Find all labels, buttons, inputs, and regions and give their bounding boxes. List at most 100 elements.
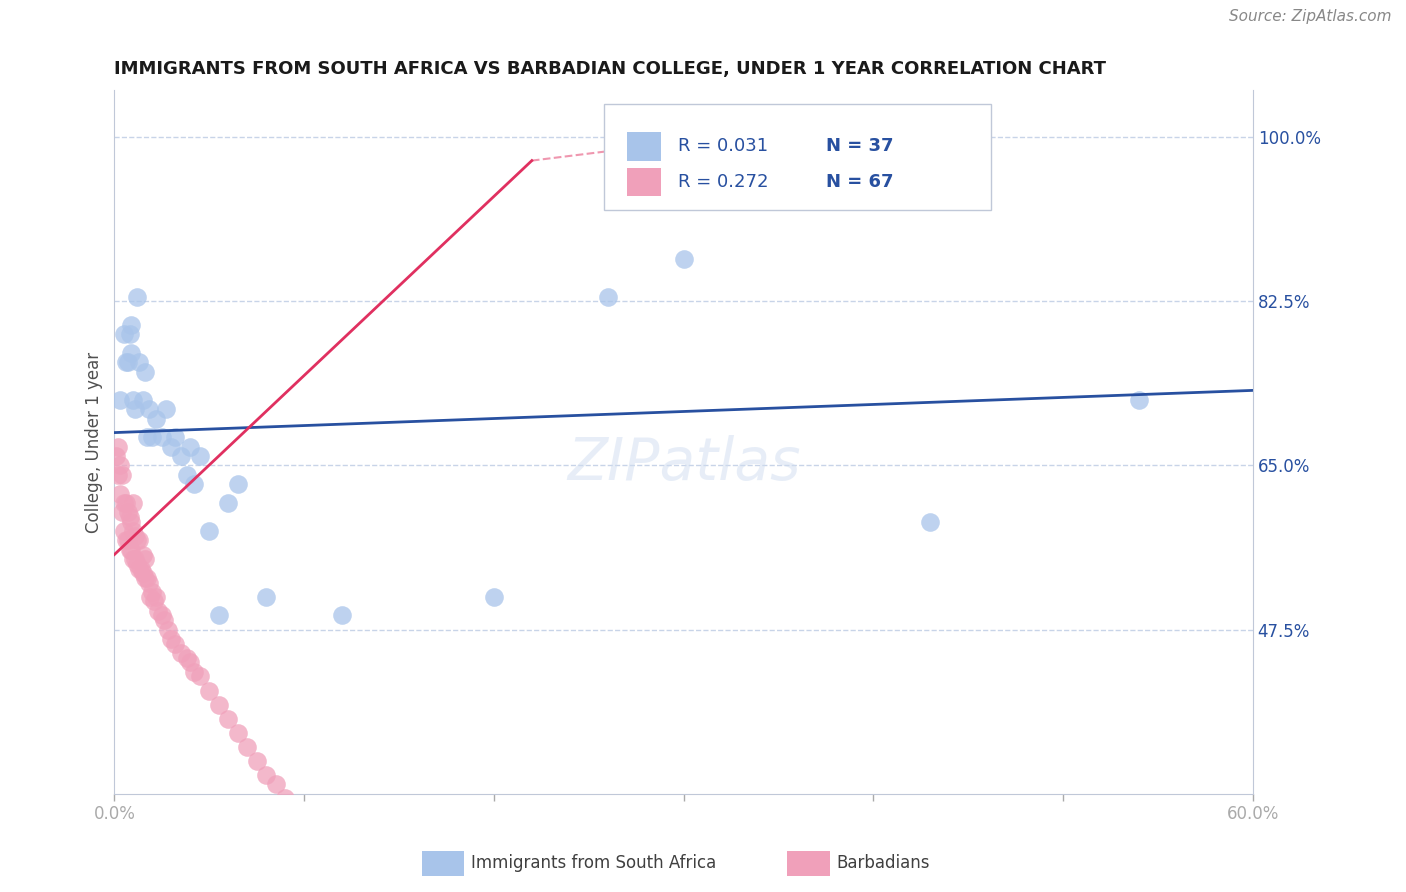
Point — [141, 430, 163, 444]
Point — [141, 585, 163, 599]
Point — [108, 458, 131, 473]
Point — [114, 355, 136, 369]
Point — [128, 355, 150, 369]
Point — [135, 430, 157, 444]
Point — [112, 496, 135, 510]
Point — [135, 571, 157, 585]
Point — [129, 561, 152, 575]
Point — [108, 486, 131, 500]
Text: R = 0.031: R = 0.031 — [678, 136, 768, 155]
Point — [188, 669, 211, 683]
Point — [150, 430, 173, 444]
Point — [156, 623, 179, 637]
Point — [132, 392, 155, 407]
Point — [132, 566, 155, 581]
Point — [217, 712, 239, 726]
Point — [114, 533, 136, 548]
Point — [112, 524, 135, 538]
Point — [482, 590, 505, 604]
Point — [105, 449, 128, 463]
Point — [198, 683, 221, 698]
Point — [138, 575, 160, 590]
Point — [165, 637, 187, 651]
Point — [274, 791, 297, 805]
Point — [111, 505, 134, 519]
Point — [145, 411, 167, 425]
Point — [145, 590, 167, 604]
Point — [121, 515, 143, 529]
Point — [108, 392, 131, 407]
Point — [183, 665, 205, 679]
Point — [426, 885, 449, 892]
Point — [139, 590, 162, 604]
Point — [165, 430, 187, 444]
Point — [208, 698, 231, 712]
Point — [176, 467, 198, 482]
Point — [254, 590, 277, 604]
Point — [146, 604, 169, 618]
Point — [170, 646, 193, 660]
Point — [284, 805, 307, 820]
Point — [122, 392, 145, 407]
FancyBboxPatch shape — [605, 104, 991, 210]
Point — [107, 440, 129, 454]
Point — [596, 290, 619, 304]
Point — [114, 496, 136, 510]
Point — [117, 355, 139, 369]
Point — [124, 529, 146, 543]
Point — [118, 542, 141, 557]
Point — [672, 252, 695, 266]
Point — [312, 838, 335, 853]
Point — [150, 608, 173, 623]
Point — [330, 608, 353, 623]
Point — [124, 552, 146, 566]
Point — [152, 613, 174, 627]
Text: N = 37: N = 37 — [825, 136, 893, 155]
FancyBboxPatch shape — [627, 133, 661, 161]
Point — [226, 477, 249, 491]
Point — [444, 889, 467, 892]
Point — [128, 533, 150, 548]
Point — [132, 548, 155, 562]
Point — [198, 524, 221, 538]
Text: R = 0.272: R = 0.272 — [678, 173, 769, 192]
Point — [920, 515, 942, 529]
Point — [143, 594, 166, 608]
Point — [246, 754, 269, 768]
Point — [179, 656, 201, 670]
Point — [183, 477, 205, 491]
Point — [117, 533, 139, 548]
Point — [330, 843, 353, 857]
Point — [121, 346, 143, 360]
Point — [254, 768, 277, 782]
Point — [1128, 392, 1150, 407]
Point — [368, 857, 391, 871]
Point — [134, 552, 156, 566]
Point — [176, 650, 198, 665]
Point — [264, 777, 287, 791]
Text: Immigrants from South Africa: Immigrants from South Africa — [471, 855, 716, 872]
FancyBboxPatch shape — [627, 168, 661, 195]
Point — [155, 402, 177, 417]
Point — [117, 505, 139, 519]
Point — [118, 510, 141, 524]
Point — [388, 866, 411, 880]
Point — [121, 318, 143, 332]
Point — [111, 467, 134, 482]
Point — [179, 440, 201, 454]
Point — [122, 496, 145, 510]
Point — [160, 632, 183, 646]
Point — [236, 739, 259, 754]
Point — [138, 402, 160, 417]
Point — [118, 327, 141, 342]
Point — [208, 608, 231, 623]
Text: Source: ZipAtlas.com: Source: ZipAtlas.com — [1229, 9, 1392, 24]
Point — [127, 533, 149, 548]
Text: Barbadians: Barbadians — [837, 855, 931, 872]
Point — [112, 327, 135, 342]
Point — [127, 290, 149, 304]
Point — [122, 552, 145, 566]
Point — [160, 440, 183, 454]
Point — [188, 449, 211, 463]
Text: N = 67: N = 67 — [825, 173, 893, 192]
